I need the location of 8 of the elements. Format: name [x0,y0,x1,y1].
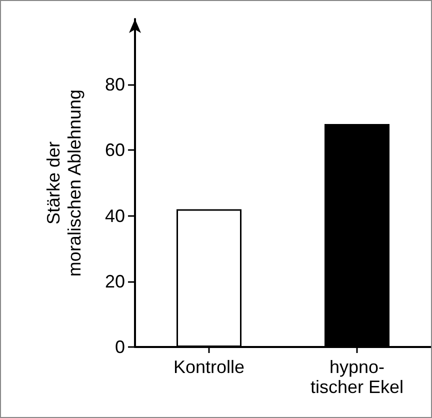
x-tick-label: Kontrolle [173,357,245,377]
y-tick-label: 60 [104,140,125,160]
y-axis-title: Stärke der moralischen Ablehnung [44,89,84,277]
y-tick-label: 0 [114,337,125,357]
y-tick-label: 20 [104,271,125,292]
x-tick-label: hypno- tischer Ekel [310,357,404,397]
y-tick-label: 40 [104,206,125,226]
y-tick-label: 80 [104,74,125,95]
